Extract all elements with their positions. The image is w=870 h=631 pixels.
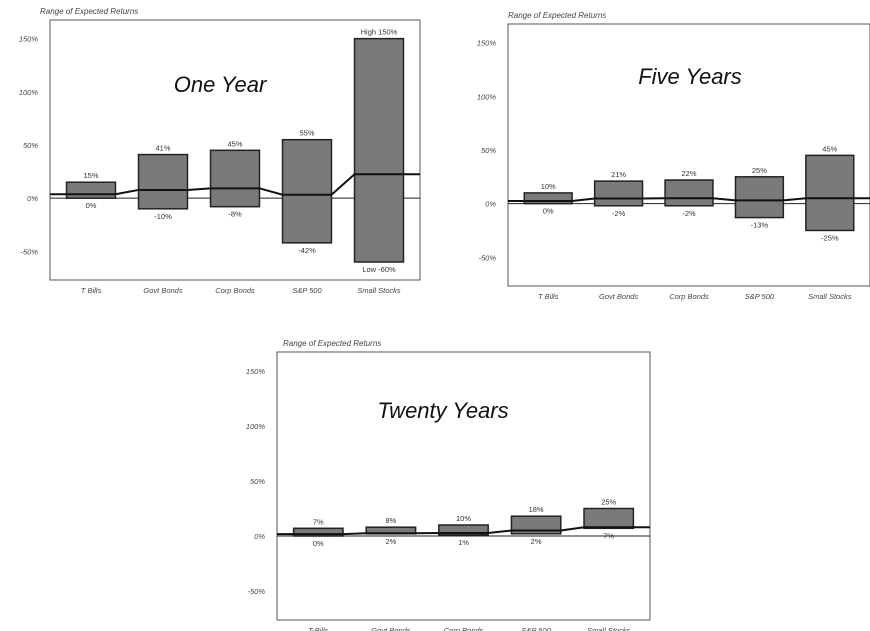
y-tick-label: 0%	[485, 200, 496, 209]
high-label: 45%	[227, 139, 242, 148]
y-tick-label: 50%	[23, 141, 38, 150]
y-tick-label: 0%	[254, 532, 265, 541]
high-label: 25%	[601, 498, 616, 507]
chart-panel-1: Range of Expected Returns One Year 150% 100…	[19, 7, 421, 295]
category-label: Small Stocks	[357, 286, 401, 295]
high-label: 22%	[681, 169, 696, 178]
category-label: S&P 500	[745, 292, 775, 301]
y-tick-label: -50%	[20, 247, 38, 256]
range-bar	[438, 524, 489, 536]
y-tick-label: -50%	[478, 253, 496, 262]
category-label: T-Bills	[308, 626, 328, 631]
chart-title: Twenty Years	[377, 398, 508, 423]
low-label: 2%	[385, 537, 396, 546]
low-label: 2%	[531, 537, 542, 546]
low-label: 0%	[313, 539, 324, 548]
range-bar	[593, 180, 644, 207]
high-label: 15%	[83, 171, 98, 180]
category-label: T Bills	[538, 292, 559, 301]
low-label: -25%	[821, 233, 839, 242]
high-label: 45%	[822, 144, 837, 153]
y-tick-label: 150%	[246, 367, 266, 376]
range-bar	[137, 153, 189, 210]
chart-title: Five Years	[638, 64, 742, 89]
chart-panel-2: Range of Expected Returns Five Years 150% 1…	[477, 11, 870, 301]
y-tick-label: 100%	[19, 88, 39, 97]
range-bar	[292, 527, 344, 537]
low-label: -8%	[228, 210, 242, 219]
range-bar	[353, 37, 405, 263]
low-label: 7%	[603, 531, 614, 540]
y-tick-label: 50%	[250, 477, 265, 486]
low-label: 1%	[458, 538, 469, 547]
plot-frame	[276, 351, 651, 621]
y-tick-label: 100%	[246, 422, 266, 431]
high-label: 41%	[155, 144, 170, 153]
range-bar	[523, 192, 573, 205]
chart-title: One Year	[174, 72, 268, 97]
category-label: S&P 500	[521, 626, 551, 631]
high-label: 18%	[529, 505, 544, 514]
y-tick-label: 150%	[477, 39, 497, 48]
range-bar	[805, 154, 855, 232]
high-label: 8%	[385, 516, 396, 525]
y-tick-label: 50%	[481, 146, 496, 155]
chart-caption: Range of Expected Returns	[283, 339, 381, 348]
range-bar	[65, 181, 117, 199]
high-label: 21%	[611, 170, 626, 179]
low-label: Low -60%	[362, 265, 396, 274]
y-tick-label: 100%	[477, 92, 497, 101]
range-bar	[281, 138, 333, 244]
high-label: 7%	[313, 517, 324, 526]
chart-panel-3: Range of Expected Returns Twenty Years 150…	[246, 339, 651, 631]
category-label: Corp Bonds	[669, 292, 709, 301]
high-label: 10%	[456, 514, 471, 523]
low-label: 0%	[86, 201, 97, 210]
low-label: -10%	[154, 212, 172, 221]
range-bar	[583, 507, 635, 530]
low-label: -2%	[612, 209, 626, 218]
high-label: 55%	[299, 129, 314, 138]
high-label: 10%	[541, 182, 556, 191]
range-bar	[664, 179, 714, 207]
category-label: T Bills	[81, 286, 102, 295]
low-label: -13%	[751, 221, 769, 230]
low-label: -42%	[298, 246, 316, 255]
y-tick-label: 0%	[27, 194, 38, 203]
category-label: Govt Bonds	[371, 626, 410, 631]
high-label: High 150%	[361, 28, 398, 37]
high-label: 25%	[752, 166, 767, 175]
mean-return-line	[277, 526, 650, 536]
chart-caption: Range of Expected Returns	[40, 7, 138, 16]
low-label: -2%	[682, 209, 696, 218]
y-tick-label: -50%	[247, 587, 265, 596]
range-bar	[510, 515, 562, 535]
low-label: 0%	[543, 207, 554, 216]
category-label: Govt Bonds	[599, 292, 638, 301]
chart-caption: Range of Expected Returns	[508, 11, 606, 20]
category-label: Govt Bonds	[143, 286, 182, 295]
category-label: Small Stocks	[587, 626, 631, 631]
range-bar	[734, 176, 785, 219]
y-tick-label: 150%	[19, 35, 39, 44]
category-label: Small Stocks	[808, 292, 852, 301]
range-bar	[209, 149, 261, 208]
mean-return-line	[50, 173, 420, 196]
mean-return-line	[508, 197, 870, 202]
category-label: S&P 500	[292, 286, 322, 295]
category-label: Corp Bonds	[444, 626, 484, 631]
category-label: Corp Bonds	[215, 286, 255, 295]
